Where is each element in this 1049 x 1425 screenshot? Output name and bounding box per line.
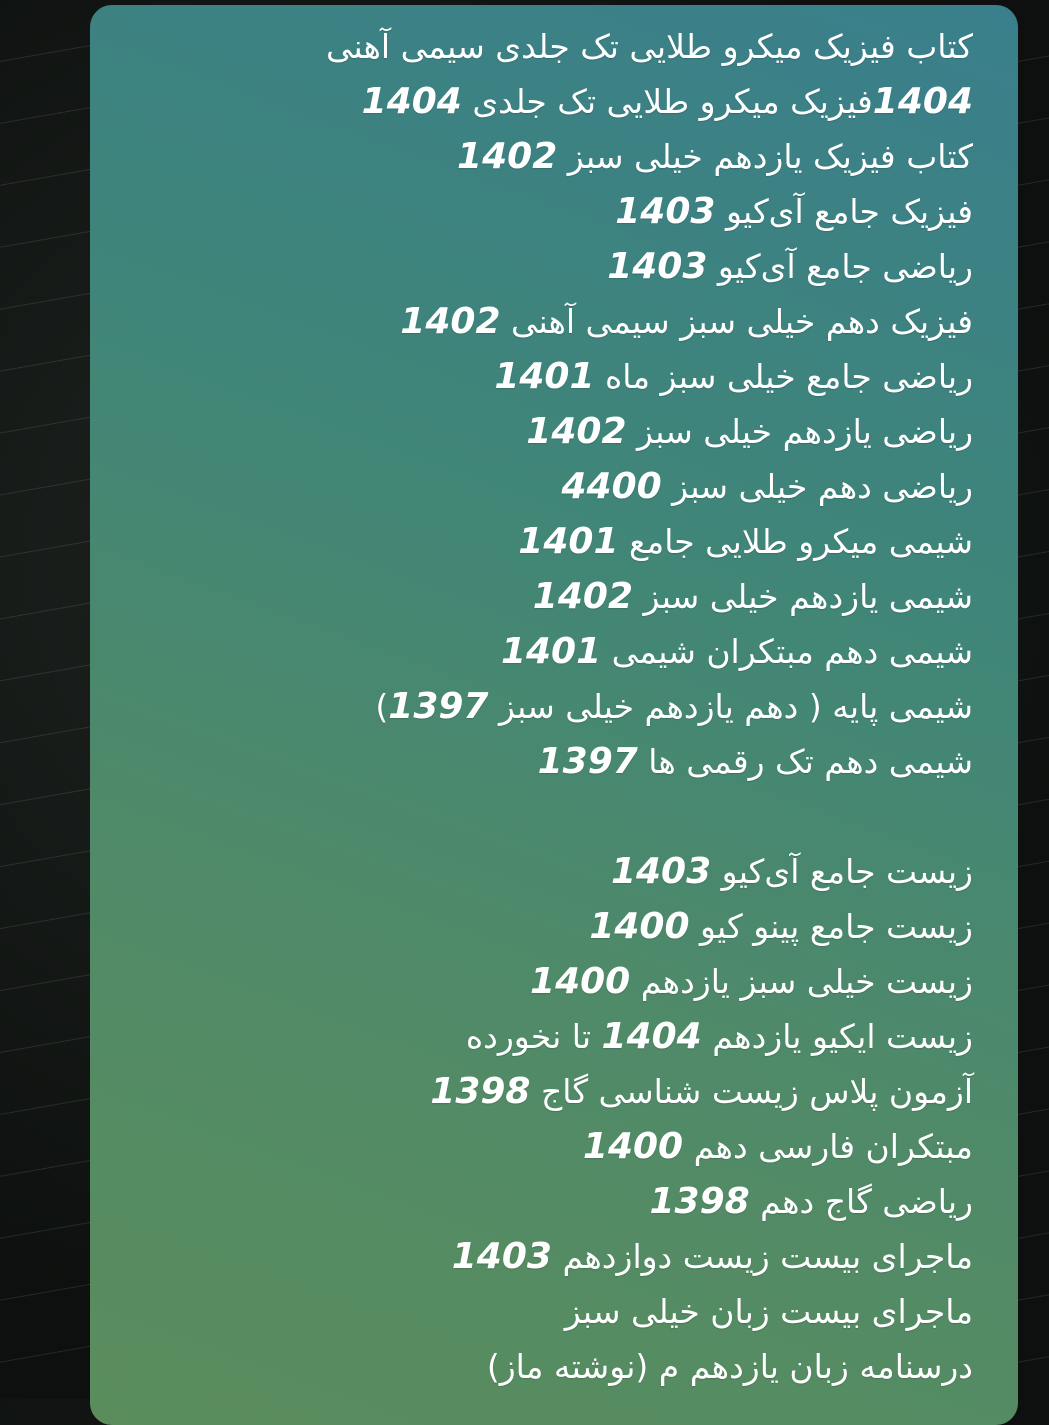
message-line: زیست جامع پینو کیو 1400 <box>589 906 973 947</box>
message-line: 1404فیزیک میکرو طلایی تک جلدی 1404 <box>361 81 973 122</box>
message-line: درسنامه زبان یازدهم م (نوشته ماز) <box>486 1347 973 1386</box>
message-line: کتاب فیزیک یازدهم خیلی سبز 1402 <box>457 136 973 177</box>
message-line: فیزیک دهم خیلی سبز سیمی آهنی 1402 <box>400 301 973 342</box>
message-line: ریاضی جامع خیلی سبز ماه 1401 <box>494 356 973 397</box>
message-line: شیمی دهم مبتکران شیمی 1401 <box>500 631 973 672</box>
message-line: فیزیک جامع آی‌کیو 1403 <box>615 191 973 232</box>
message-line: شیمی پایه ( دهم یازدهم خیلی سبز 1397) <box>375 686 973 727</box>
message-line: ریاضی دهم خیلی سبز 4400 <box>561 466 973 507</box>
message-line: ریاضی یازدهم خیلی سبز 1402 <box>526 411 973 452</box>
message-line: زیست ایکیو یازدهم 1404 تا نخورده <box>465 1016 973 1057</box>
message-line: مبتکران فارسی دهم 1400 <box>582 1126 973 1167</box>
message-line: شیمی دهم تک رقمی ها 1397 <box>537 741 973 782</box>
message-line: کتاب فیزیک میکرو طلایی تک جلدی سیمی آهنی <box>326 27 973 66</box>
background-pattern <box>1018 0 1049 1399</box>
message-line: زیست خیلی سبز یازدهم 1400 <box>530 961 973 1002</box>
paragraph: کتاب فیزیک میکرو طلایی تک جلدی سیمی آهنی… <box>130 19 973 789</box>
message-line: شیمی یازدهم خیلی سبز 1402 <box>532 576 973 617</box>
message-line: آزمون پلاس زیست شناسی گاج 1398 <box>430 1071 973 1112</box>
message-line: زیست جامع آی‌کیو 1403 <box>610 851 973 892</box>
message-bubble: کتاب فیزیک میکرو طلایی تک جلدی سیمی آهنی… <box>90 5 1018 1425</box>
message-line: ریاضی جامع آی‌کیو 1403 <box>607 246 973 287</box>
background-pattern <box>0 0 90 1399</box>
message-line: ریاضی گاج دهم 1398 <box>649 1181 973 1222</box>
message-line: ماجرای بیست زیست دوازدهم 1403 <box>451 1236 973 1277</box>
paragraph: زیست جامع آی‌کیو 1403 زیست جامع پینو کیو … <box>130 844 973 1394</box>
message-line: شیمی میکرو طلایی جامع 1401 <box>518 521 973 562</box>
message-line: ماجرای بیست زبان خیلی سبز <box>564 1292 973 1331</box>
